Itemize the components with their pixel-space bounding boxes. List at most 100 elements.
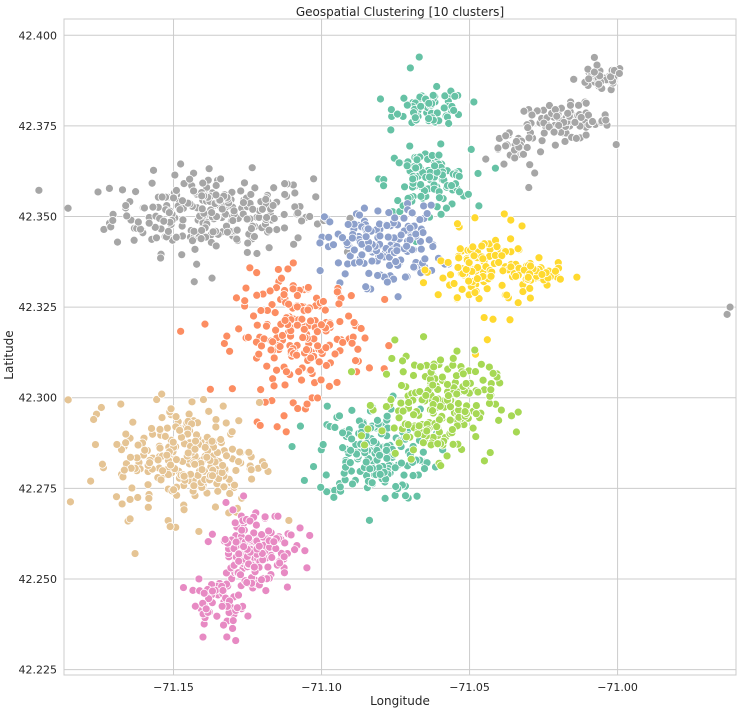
data-point	[401, 491, 410, 501]
data-point	[144, 493, 154, 503]
data-point	[318, 297, 328, 306]
data-point	[493, 143, 503, 153]
data-point	[262, 213, 271, 222]
data-point	[347, 367, 356, 377]
data-point	[218, 461, 227, 470]
data-point	[446, 402, 455, 412]
data-point	[271, 325, 281, 335]
data-point	[149, 165, 158, 175]
data-point	[413, 429, 423, 439]
data-point	[322, 401, 332, 411]
data-point	[204, 164, 214, 174]
tick-labels: −71.15 −71.10 −71.05 −71.00 42.225 42.250 42.2…	[19, 29, 638, 694]
data-point	[570, 117, 580, 127]
data-point	[357, 431, 366, 441]
data-point	[96, 403, 106, 412]
data-point	[303, 283, 313, 292]
data-point	[473, 387, 483, 397]
data-point	[390, 448, 400, 458]
data-point	[243, 238, 253, 248]
data-point	[318, 440, 328, 449]
data-point	[269, 381, 279, 391]
data-point	[347, 434, 357, 444]
data-point	[219, 620, 228, 630]
data-point	[426, 200, 436, 210]
data-point	[452, 389, 462, 399]
data-point	[204, 406, 214, 416]
data-point	[405, 63, 415, 73]
data-point	[491, 163, 500, 173]
data-point	[380, 295, 390, 304]
data-point	[130, 549, 140, 558]
data-point	[190, 244, 200, 254]
data-point	[66, 497, 75, 507]
data-point	[234, 416, 244, 426]
data-point	[569, 74, 579, 84]
data-point	[234, 457, 243, 466]
data-point	[460, 407, 470, 417]
data-point	[279, 411, 289, 421]
data-point	[169, 485, 179, 495]
data-point	[335, 411, 344, 421]
data-point	[525, 284, 535, 293]
data-point	[189, 277, 199, 287]
data-point	[396, 230, 406, 240]
data-point	[236, 186, 246, 196]
data-point	[338, 338, 348, 347]
data-point	[474, 201, 484, 211]
data-point	[443, 258, 453, 267]
data-point	[384, 341, 394, 351]
data-point	[288, 258, 298, 268]
data-point	[481, 154, 491, 164]
data-point	[363, 424, 373, 434]
data-point	[526, 261, 535, 271]
data-point	[269, 353, 279, 363]
data-point	[267, 300, 277, 310]
data-point	[287, 442, 297, 451]
data-point	[410, 113, 420, 123]
data-point	[401, 272, 410, 282]
data-point	[398, 356, 407, 366]
data-point	[390, 213, 400, 223]
data-point	[239, 542, 249, 551]
data-point	[574, 100, 584, 110]
data-point	[242, 248, 252, 257]
data-point	[220, 535, 230, 544]
data-point	[364, 244, 373, 253]
data-point	[383, 232, 393, 242]
data-point	[232, 234, 242, 244]
data-point	[355, 210, 364, 220]
plot-frame	[63, 18, 737, 676]
data-point	[269, 537, 279, 547]
data-point	[453, 399, 463, 408]
data-point	[255, 421, 265, 430]
data-point	[297, 216, 306, 226]
data-point	[268, 201, 278, 210]
data-point	[200, 443, 210, 452]
data-point	[405, 223, 415, 233]
data-point	[225, 346, 235, 356]
data-point	[338, 428, 347, 438]
data-point	[207, 273, 217, 283]
data-point	[190, 601, 200, 611]
data-point	[188, 236, 197, 246]
data-point	[449, 279, 459, 288]
data-point	[243, 611, 253, 621]
data-point	[360, 333, 370, 343]
data-point	[419, 278, 428, 288]
data-point	[112, 492, 121, 502]
data-point	[290, 545, 299, 555]
data-point	[255, 398, 264, 407]
data-point	[375, 231, 385, 241]
data-point	[211, 181, 221, 190]
data-point	[396, 398, 406, 408]
data-point	[153, 455, 163, 465]
data-point	[485, 448, 495, 457]
data-point	[249, 232, 259, 242]
data-point	[140, 445, 150, 455]
data-point	[221, 418, 231, 428]
data-point	[316, 375, 326, 385]
data-point	[387, 354, 397, 363]
data-point	[279, 210, 289, 219]
data-point	[478, 254, 488, 264]
